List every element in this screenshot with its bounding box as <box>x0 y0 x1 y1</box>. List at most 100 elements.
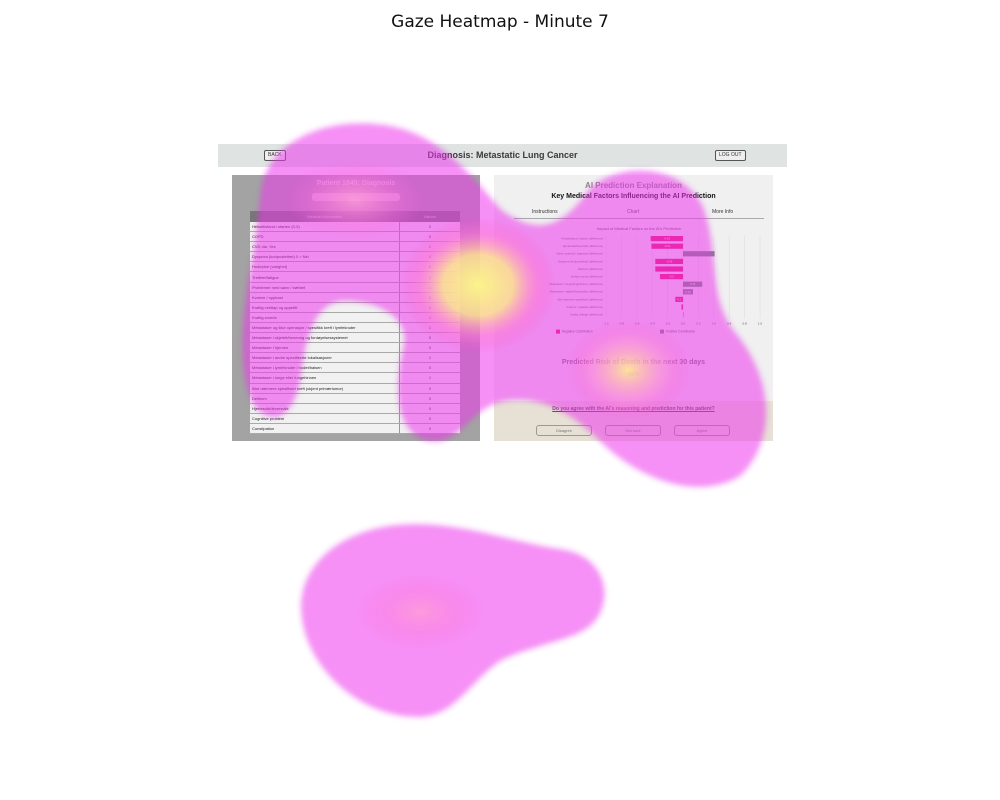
factor-label: Metastaser i lunge/lungehinnen (differen… <box>549 282 603 286</box>
table-row: Kraftig vekttap og appetitt 0 <box>250 302 460 313</box>
row-value: 0 <box>399 403 460 414</box>
factor-bar <box>681 304 683 310</box>
row-value: 0 <box>399 342 460 354</box>
row-value: 1 <box>399 372 460 384</box>
x-tick-label: 0.8 <box>743 322 748 326</box>
ai-panel-title: AI Prediction Explanation <box>585 181 682 190</box>
row-label: Dyspnea (kortpustethet) 0 = Nei <box>250 251 400 263</box>
row-value: 0 <box>399 393 460 404</box>
chart-title: Impact of Medical Factors on the AI's Pr… <box>597 226 681 231</box>
row-value: 1 <box>399 241 460 253</box>
row-value: 0 <box>399 231 460 243</box>
agreement-section: Do you agree with the AI's reasoning and… <box>494 401 773 441</box>
factor-label: Dyspnea (kortpustethet) (difference) <box>558 259 603 263</box>
medical-info-table: Medical Information Values Helsetilstand… <box>250 211 460 434</box>
row-value: 1 <box>399 312 460 323</box>
row-value: 0 <box>399 292 460 303</box>
x-tick-label: 0.4 <box>712 322 717 326</box>
factor-label: Kraftig vekttap (difference) <box>570 313 603 317</box>
row-label: Metastaser i lymfeknuter i hodet/halsen <box>250 362 400 374</box>
search-bar[interactable] <box>312 193 400 201</box>
bar-value-label: -0.42 <box>664 237 671 241</box>
row-label: Ikke nærmere spesifisert kreft (ukjent p… <box>250 383 400 394</box>
tab-bar: Instructions Chart More Info <box>514 209 764 219</box>
row-label: Hodepine (varighet) <box>250 261 400 273</box>
row-value: 0 <box>399 332 460 344</box>
legend-swatch-positive <box>660 329 664 334</box>
logout-button[interactable]: LOG OUT <box>715 150 746 161</box>
table-row: Kraftig smerte 1 <box>250 312 460 323</box>
table-row: Delirium 0 <box>250 393 460 404</box>
row-value: 2 <box>399 222 460 233</box>
factor-bar <box>683 251 715 257</box>
table-row: Metastaser i lunge eller lungehinnen 1 <box>250 372 460 384</box>
row-value: 0 <box>399 302 460 313</box>
table-row: Hodepine (varighet) 0 <box>250 261 460 273</box>
x-tick-label: -1.0 <box>603 322 609 326</box>
legend-negative: Negative Contribution <box>562 330 593 334</box>
x-tick-label: 0.0 <box>681 322 686 326</box>
row-value: 0 <box>399 251 460 263</box>
factor-label: Ikke nærmere spesifisert (difference) <box>558 297 604 301</box>
row-value: 0 <box>399 362 460 374</box>
bar-value-label: -0.41 <box>664 244 671 248</box>
row-value: 1 <box>399 282 460 293</box>
x-tick-label: -0.2 <box>665 322 671 326</box>
table-row: COPD 0 <box>250 231 460 243</box>
legend-swatch-negative <box>556 329 560 334</box>
app-header: BACK Diagnosis: Metastatic Lung Cancer L… <box>218 144 787 167</box>
table-row: Constipation 0 <box>250 423 460 434</box>
table-row: Problemer med søvn / trøtthet 1 <box>250 282 460 293</box>
row-value: 1 <box>399 352 460 364</box>
bar-value-label: -0.1 <box>677 297 682 301</box>
factor-impact-chart: Impact of Medical Factors on the AI's Pr… <box>549 226 763 334</box>
row-label: Kvalme / oppkast <box>250 292 400 303</box>
bar-value-label: 0.13 <box>685 290 691 294</box>
row-label: Metastaser i hjernen <box>250 342 400 354</box>
row-label: COPD <box>250 231 400 243</box>
table-row: Dyspnea (kortpustethet) 0 = Nei 0 <box>250 251 460 263</box>
tab-more-info[interactable]: More Info <box>712 209 734 215</box>
table-row: Metastaser og ikke operasjon / spesifikk… <box>250 322 460 334</box>
x-tick-label: 1.0 <box>758 322 763 326</box>
factor-label: Kvalme / oppkast (difference) <box>567 305 603 309</box>
agree-button[interactable]: Agree <box>674 425 730 436</box>
row-value: 1 <box>399 322 460 334</box>
row-label: Tretthet/fatigue <box>250 271 400 283</box>
factor-label: Delirium (difference) <box>578 267 603 271</box>
row-label: Hjertesvikt/leversvikt <box>250 403 400 414</box>
row-value: 0 <box>399 423 460 434</box>
x-tick-label: -0.8 <box>619 322 625 326</box>
column-header-values: Values <box>399 211 460 222</box>
row-value: 0 <box>399 261 460 273</box>
row-label: Metastaser i lunge eller lungehinnen <box>250 372 400 384</box>
bar-value-label: -0.3 <box>669 275 674 279</box>
table-row: Kvalme / oppkast 0 <box>250 292 460 303</box>
page-title: Diagnosis: Metastatic Lung Cancer <box>427 150 578 160</box>
table-row: Cognitive problem 0 <box>250 413 460 424</box>
row-label: Metastaser og ikke operasjon / spesifikk… <box>250 322 400 334</box>
table-row: Ikke nærmere spesifisert kreft (ukjent p… <box>250 383 460 394</box>
disagree-button[interactable]: Disagree <box>536 425 592 436</box>
factor-bar <box>655 266 683 272</box>
table-row: Metastaser i skjelett/benmarg og fordøye… <box>250 332 460 344</box>
row-label: Kraftig smerte <box>250 312 400 323</box>
patient-panel: Patient 1845: Diagnosis Medical Informat… <box>232 175 480 441</box>
table-row: Metastaser i andre spesifiserte lokalisa… <box>250 352 460 364</box>
tab-instructions[interactable]: Instructions <box>532 209 558 215</box>
row-label: Metastaser i andre spesifiserte lokalisa… <box>250 352 400 364</box>
risk-value: 49% <box>627 372 640 378</box>
row-label: Metastaser i skjelett/benmarg og fordøye… <box>250 332 400 344</box>
bar-value-label: -0.36 <box>666 259 673 263</box>
row-label: CVD dia. Yes <box>250 241 400 253</box>
factor-bar <box>683 312 684 318</box>
not-sure-button[interactable]: Not sure <box>605 425 661 436</box>
row-value: 1 <box>399 271 460 283</box>
table-row: Tretthet/fatigue 1 <box>250 271 460 283</box>
row-value: 0 <box>399 413 460 424</box>
risk-title: Predicted Risk of Death in the next 30 d… <box>561 359 706 366</box>
tab-chart[interactable]: Chart <box>627 209 640 215</box>
x-tick-label: -0.6 <box>634 322 640 326</box>
factor-label: Hjerte opphold i diagnose (difference) <box>556 252 603 256</box>
bar-value-label: 0.25 <box>690 282 696 286</box>
